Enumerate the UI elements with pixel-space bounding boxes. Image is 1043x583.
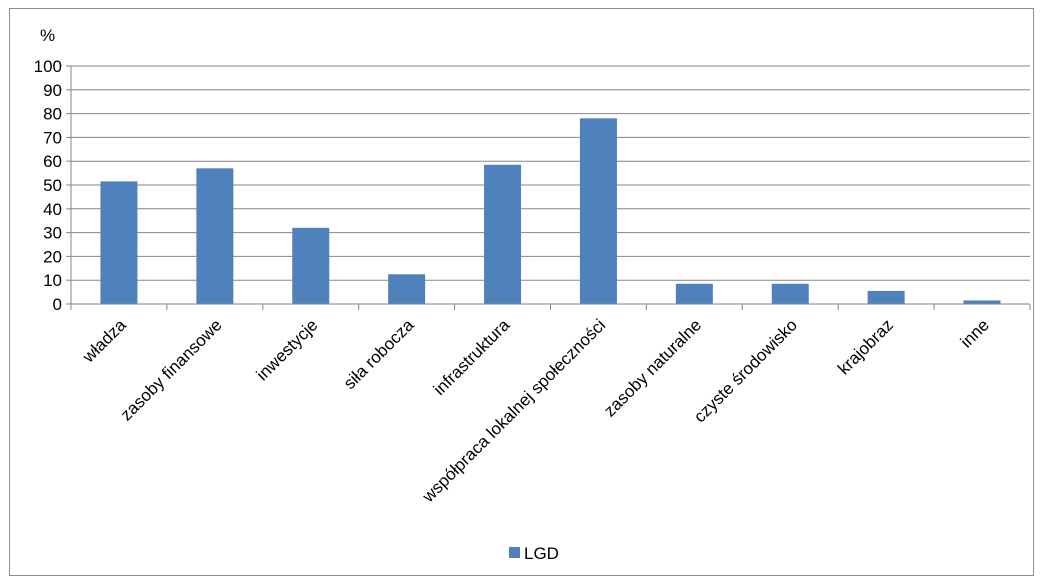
x-category-label: krajobraz [834, 315, 897, 378]
bar [100, 181, 138, 304]
legend-swatch [509, 547, 520, 558]
x-category-label: czyste środowisko [690, 315, 801, 426]
bar [675, 283, 713, 304]
bar [867, 290, 905, 304]
bar [196, 168, 234, 304]
y-tick-label: 50 [43, 176, 62, 195]
y-tick-label: 40 [43, 200, 62, 219]
legend: LGD [509, 544, 559, 563]
y-unit-label: % [40, 26, 55, 45]
y-tick-label: 10 [43, 271, 62, 290]
bar [963, 300, 1001, 304]
chart-frame [9, 8, 1034, 576]
bars [100, 118, 1001, 304]
y-tick-label: 80 [43, 105, 62, 124]
x-category-label: władza [78, 315, 130, 367]
legend-label: LGD [524, 544, 559, 563]
bar [771, 283, 809, 304]
bar [579, 118, 617, 304]
x-category-label: inwestycje [253, 315, 322, 384]
y-tick-label: 0 [53, 295, 62, 314]
bar [484, 164, 522, 304]
bar [388, 274, 426, 304]
x-category-label: siła robocza [340, 315, 418, 393]
y-tick-label: 90 [43, 81, 62, 100]
x-category-label: infrastruktura [430, 315, 514, 399]
x-category-label: inne [957, 315, 993, 351]
y-tick-label: 100 [34, 57, 62, 76]
x-category-label: zasoby naturalne [600, 315, 705, 420]
x-category-label: współpraca lokalnej społeczności [418, 315, 609, 506]
y-tick-label: 70 [43, 128, 62, 147]
bar [292, 227, 330, 304]
y-tick-label: 60 [43, 152, 62, 171]
y-tick-label: 30 [43, 224, 62, 243]
y-tick-label: 20 [43, 247, 62, 266]
x-category-label: zasoby finansowe [117, 315, 226, 424]
